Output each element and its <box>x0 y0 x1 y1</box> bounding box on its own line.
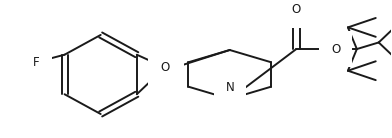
Text: O: O <box>292 3 301 16</box>
Text: O: O <box>160 61 169 74</box>
Text: F: F <box>33 56 40 69</box>
Text: Cl: Cl <box>161 61 172 74</box>
Text: O: O <box>331 43 340 56</box>
Text: N: N <box>225 81 234 94</box>
